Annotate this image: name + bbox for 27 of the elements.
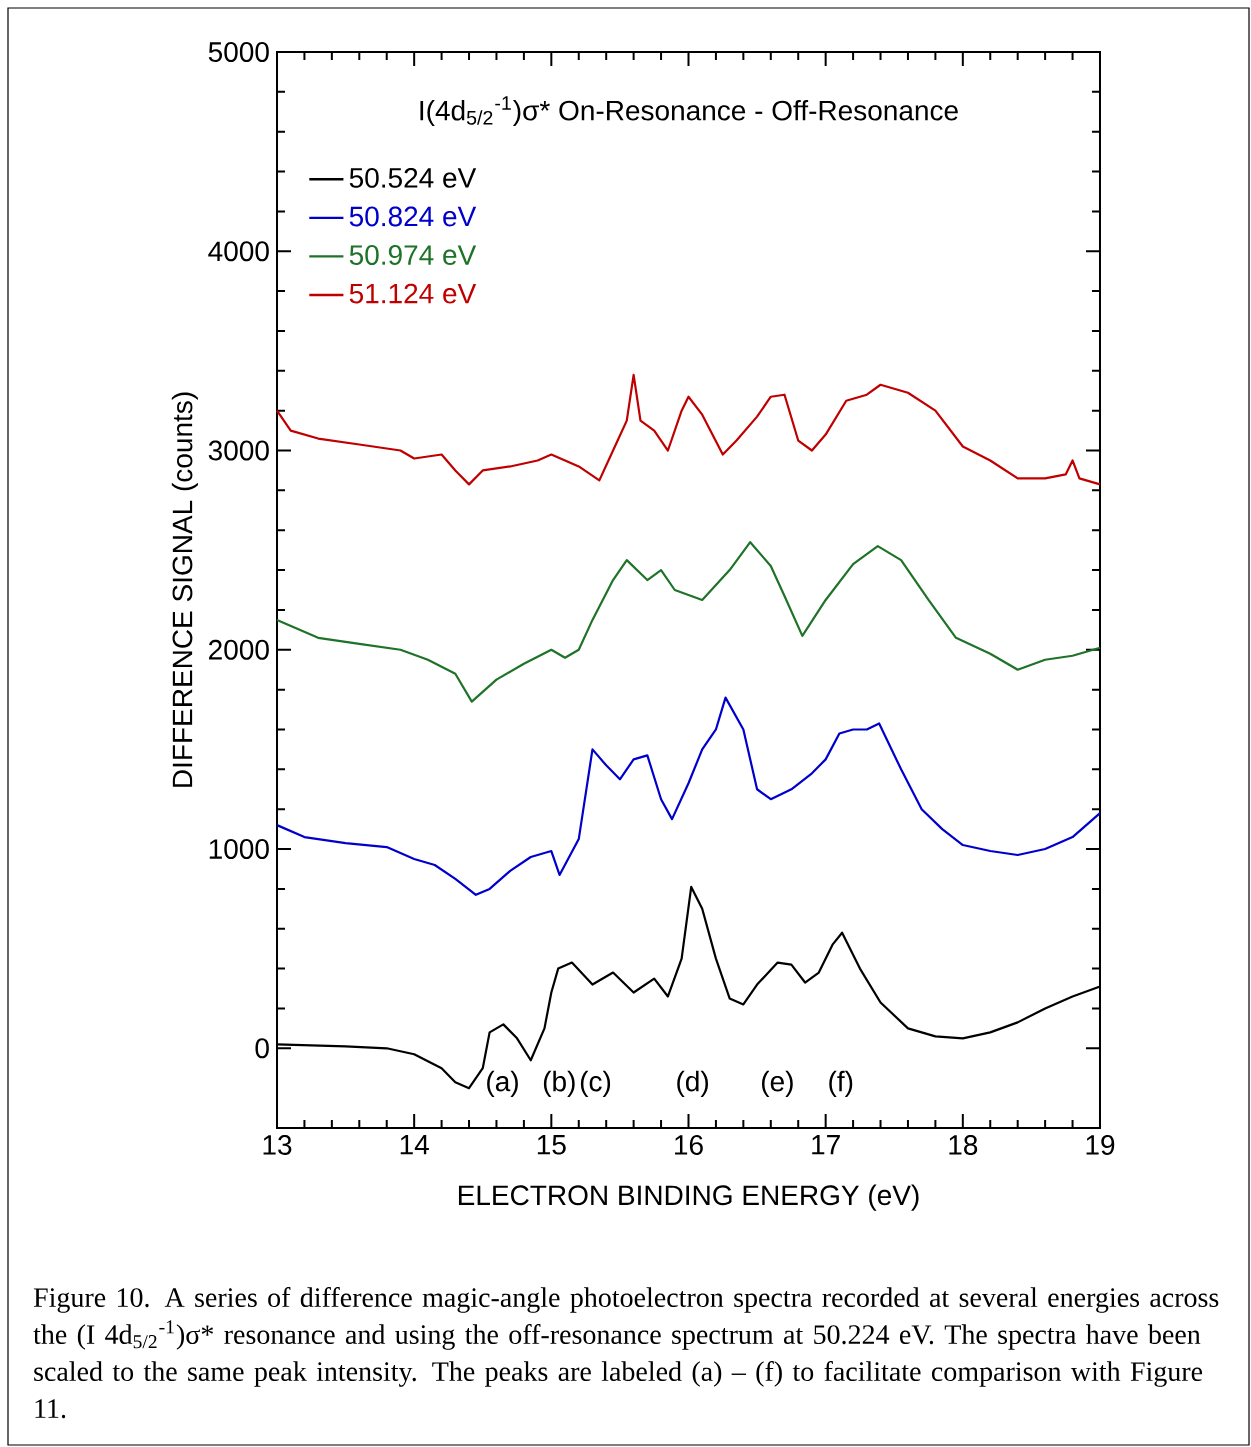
x-tick-label: 14 bbox=[400, 1135, 429, 1155]
y-tick-label: 3000 bbox=[208, 440, 269, 461]
x-tick-label: 19 bbox=[1086, 1135, 1115, 1155]
y-tick-label: 0 bbox=[255, 1038, 269, 1059]
x-tick-label: 17 bbox=[812, 1135, 840, 1155]
y-axis-title: DIFFERENCE SIGNAL (counts) bbox=[171, 392, 198, 787]
legend-label: 50.824 eV bbox=[349, 206, 477, 227]
y-tick-label: 5000 bbox=[208, 42, 269, 62]
x-tick-label: 13 bbox=[263, 1135, 292, 1155]
annotation: (e) bbox=[761, 1070, 793, 1097]
legend-label: 51.124 eV bbox=[349, 283, 477, 304]
annotation: (a) bbox=[487, 1070, 518, 1097]
annotation: (d) bbox=[677, 1070, 708, 1097]
legend-label: 50.524 eV bbox=[349, 167, 477, 188]
y-tick-label: 4000 bbox=[208, 241, 269, 262]
y-tick-label: 1000 bbox=[209, 839, 269, 859]
x-tick-label: 18 bbox=[949, 1135, 978, 1155]
caption: Figure 10. A series of difference magic-angle photoelectron spectra recorded at several energies across the (I 4d$_{5/2}$$^{-1}$)σ* resonance and using the off-resonance spectrum at 50.224 eV. The spectra have been scaled to the same peak intensity. The peaks are labeled (a) – (f) to facilitate comparison with Figure 11. bbox=[33, 1287, 1219, 1419]
legend-label: 50.974 eV bbox=[349, 245, 477, 265]
annotation: (c) bbox=[580, 1070, 611, 1097]
annotation: (b) bbox=[543, 1070, 575, 1097]
x-tick-label: 16 bbox=[675, 1135, 703, 1155]
x-axis-title: ELECTRON BINDING ENERGY (eV) bbox=[458, 1184, 919, 1211]
text: I(4d$_{5/2}$$^{-1}$)σ* On-Resonance - Off-Resonance bbox=[420, 96, 958, 127]
x-tick-label: 15 bbox=[537, 1135, 566, 1155]
y-tick-label: 2000 bbox=[209, 639, 269, 660]
annotation: (f) bbox=[829, 1070, 853, 1097]
